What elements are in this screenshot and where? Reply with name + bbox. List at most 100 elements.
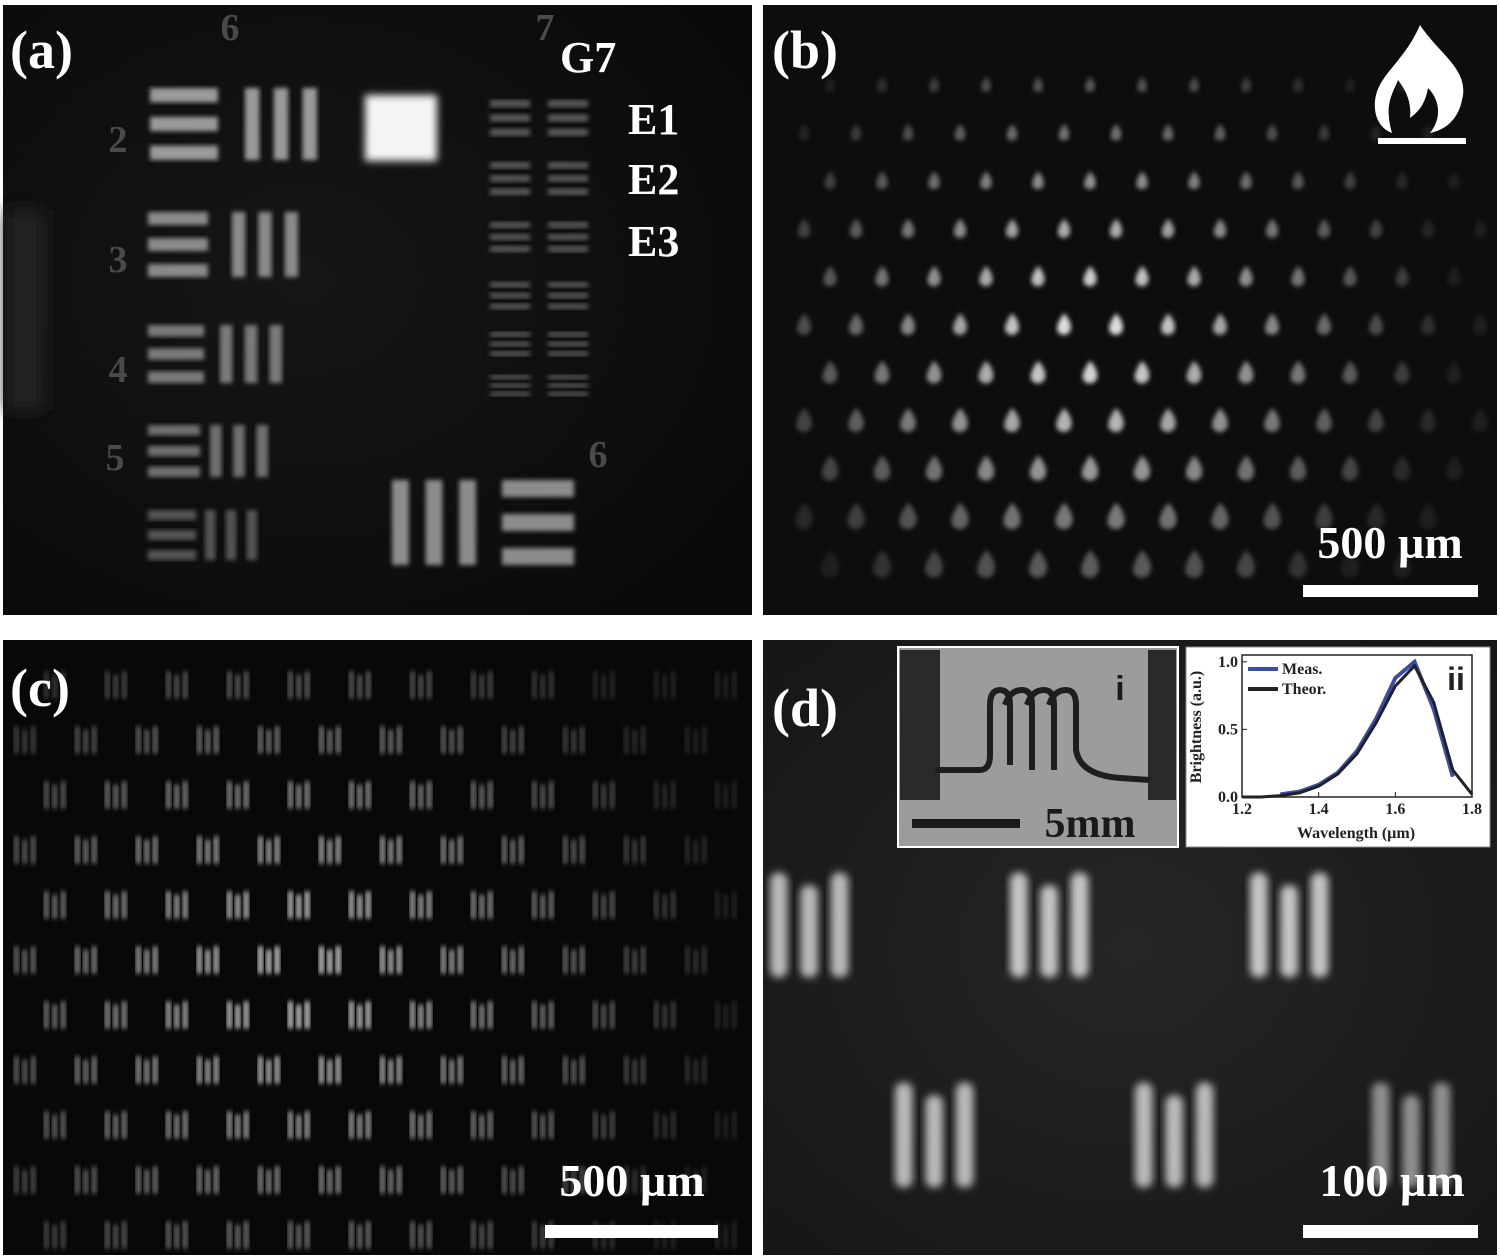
pattern-stroke	[426, 1221, 432, 1249]
pattern-stroke	[136, 1166, 141, 1194]
flame	[1057, 218, 1071, 238]
pattern-stroke	[418, 784, 424, 809]
pattern-stroke	[441, 836, 446, 864]
pattern-stroke	[22, 1169, 28, 1194]
flame	[847, 502, 865, 530]
pattern-stroke	[624, 836, 629, 864]
flame	[1005, 218, 1019, 238]
flame	[1110, 123, 1122, 141]
flame	[951, 502, 969, 530]
target-bar	[205, 510, 216, 560]
pattern-stroke	[349, 891, 354, 919]
pattern-stroke	[365, 1111, 371, 1139]
pattern-stroke	[304, 671, 310, 699]
pattern-stroke	[14, 1056, 19, 1084]
target-bar	[548, 234, 588, 240]
pattern-stroke	[327, 729, 333, 754]
flame	[1032, 171, 1044, 190]
pattern-stroke	[632, 839, 638, 864]
panel-b-pattern	[795, 76, 1488, 578]
pattern-stroke	[601, 784, 607, 809]
pattern-stroke	[540, 784, 546, 809]
flame	[1369, 218, 1383, 238]
pattern-stroke	[304, 1001, 310, 1029]
pattern-stroke	[335, 726, 341, 754]
pattern-stroke	[479, 894, 485, 919]
pattern-stroke	[52, 1224, 58, 1249]
flame	[822, 360, 838, 384]
y-tick-label: 1.0	[1218, 654, 1238, 671]
pattern-stroke	[327, 949, 333, 974]
pattern-stroke	[457, 726, 463, 754]
target-bar	[502, 480, 574, 497]
pattern-stroke	[152, 726, 158, 754]
pattern-stroke	[182, 1111, 188, 1139]
target-bar	[258, 212, 272, 277]
flame	[873, 455, 891, 481]
target-bar	[490, 128, 530, 136]
flame	[1237, 455, 1255, 481]
pattern-stroke	[83, 949, 89, 974]
pattern-stroke	[296, 784, 302, 809]
pattern-stroke	[670, 671, 676, 699]
flame	[1422, 123, 1434, 141]
scale-bar-label: 500 µm	[559, 1155, 704, 1206]
flame	[1237, 549, 1255, 578]
pattern-stroke	[113, 1224, 119, 1249]
target-number: 2	[109, 119, 128, 161]
pattern-stroke	[471, 781, 476, 809]
pattern-stroke	[388, 729, 394, 754]
pattern-stroke	[662, 1004, 668, 1029]
pattern-stroke	[662, 1114, 668, 1139]
pattern-stroke	[548, 891, 554, 919]
target-bar	[225, 510, 237, 560]
pattern-stroke	[357, 1114, 363, 1139]
pattern-stroke	[52, 1004, 58, 1029]
pattern-stroke	[396, 836, 402, 864]
flame	[1238, 360, 1254, 384]
pattern-stroke	[258, 836, 263, 864]
scale-bar	[545, 1225, 718, 1238]
pattern-stroke	[365, 1001, 371, 1029]
flame	[1420, 407, 1436, 433]
flame	[925, 549, 943, 578]
target-bar	[490, 175, 530, 182]
pattern-stroke	[731, 1001, 737, 1029]
pattern-stroke	[83, 1169, 89, 1194]
target-bar	[490, 188, 530, 195]
pattern-stroke	[479, 1004, 485, 1029]
pattern-stroke	[296, 1224, 302, 1249]
pattern-stroke	[670, 891, 676, 919]
pattern-stroke	[510, 839, 516, 864]
pattern-stroke	[22, 1059, 28, 1084]
pattern-stroke	[426, 671, 432, 699]
pattern-stroke	[471, 891, 476, 919]
pattern-stroke	[144, 949, 150, 974]
pattern-stroke	[288, 891, 293, 919]
flame	[901, 313, 915, 336]
target-bar	[148, 264, 208, 277]
flame	[978, 360, 994, 384]
target-square	[365, 95, 437, 161]
target-bar	[490, 162, 530, 169]
pattern-stroke	[388, 839, 394, 864]
pattern-stroke	[701, 1166, 707, 1194]
annotation: E1	[628, 95, 679, 144]
pattern-stroke	[609, 781, 615, 809]
panel-label: (a)	[10, 20, 73, 80]
pattern-stroke	[540, 894, 546, 919]
pattern-stroke	[410, 1001, 415, 1029]
flame	[797, 313, 811, 336]
pattern-stroke	[479, 674, 485, 699]
flame	[980, 171, 992, 190]
pattern-stroke	[1010, 872, 1028, 978]
pattern-stroke	[548, 781, 554, 809]
pattern-stroke	[449, 1169, 455, 1194]
pattern-stroke	[113, 1114, 119, 1139]
pattern-stroke	[166, 671, 171, 699]
y-axis-label: Brightness (a.u.)	[1188, 671, 1205, 783]
pattern-stroke	[441, 726, 446, 754]
pattern-stroke	[266, 729, 272, 754]
pattern-stroke	[410, 671, 415, 699]
pattern-stroke	[75, 726, 80, 754]
